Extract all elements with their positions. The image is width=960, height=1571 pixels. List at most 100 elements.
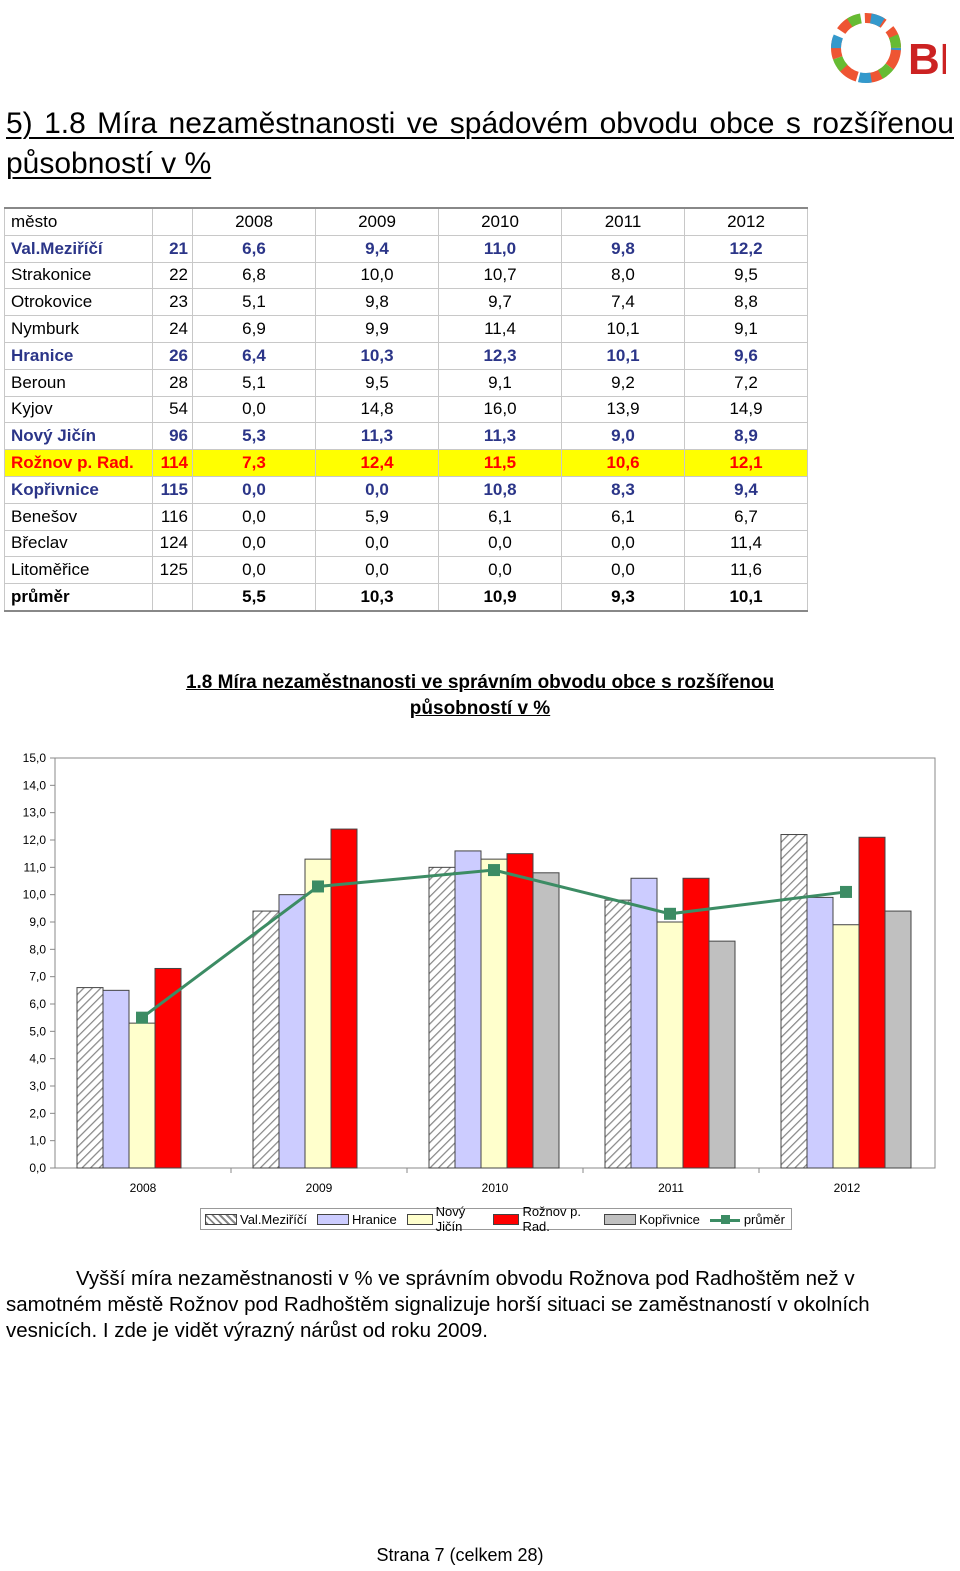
city-cell: Val.Meziříčí <box>4 234 153 263</box>
code-cell: 22 <box>152 261 193 290</box>
value-cell: 0,0 <box>192 502 316 531</box>
city-cell: Benešov <box>4 502 153 531</box>
table-row: Hranice 26 6,4 10,3 12,3 10,1 9,6 <box>4 341 808 370</box>
value-cell: 9,0 <box>561 422 685 451</box>
value-cell: 0,0 <box>315 556 439 585</box>
value-cell: 11,6 <box>684 556 808 585</box>
bar <box>780 834 808 1169</box>
value-cell: 8,9 <box>684 422 808 451</box>
legend-label: Rožnov p. Rad. <box>522 1204 581 1234</box>
x-tick-label: 2010 <box>482 1181 509 1195</box>
value-cell: 9,8 <box>315 288 439 317</box>
legend-item: Kopřivnice <box>604 1212 700 1227</box>
value-cell: 11,4 <box>438 315 562 343</box>
header-cell: 2012 <box>684 206 808 236</box>
value-cell: 10,7 <box>438 261 562 290</box>
header-cell <box>152 206 193 236</box>
value-cell: 11,5 <box>438 449 562 477</box>
y-tick-label: 5,0 <box>29 1024 46 1038</box>
value-cell: 7,2 <box>684 368 808 397</box>
table-row: Litoměřice 125 0,0 0,0 0,0 0,0 11,6 <box>4 556 808 585</box>
city-cell: Rožnov p. Rad. <box>4 449 153 477</box>
y-tick-label: 3,0 <box>29 1079 46 1093</box>
value-cell: 9,5 <box>315 368 439 397</box>
legend-item: průměr <box>709 1211 785 1227</box>
bar <box>532 872 560 1169</box>
value-cell: 0,0 <box>438 556 562 585</box>
y-tick-label: 9,0 <box>29 915 46 929</box>
average-value-cell: 10,9 <box>438 583 562 612</box>
average-point <box>840 885 852 898</box>
code-cell: 115 <box>152 475 193 504</box>
y-tick-label: 2,0 <box>29 1106 46 1120</box>
value-cell: 0,0 <box>192 556 316 585</box>
table-row: Břeclav 124 0,0 0,0 0,0 0,0 11,4 <box>4 529 808 558</box>
x-tick-label: 2011 <box>658 1181 684 1195</box>
bar <box>480 858 508 1169</box>
value-cell: 5,1 <box>192 368 316 397</box>
city-cell: Litoměřice <box>4 556 153 585</box>
table-row: Beroun 28 5,1 9,5 9,1 9,2 7,2 <box>4 368 808 397</box>
bar <box>278 894 306 1169</box>
bar <box>454 850 482 1169</box>
table-row: Val.Meziříčí 21 6,6 9,4 11,0 9,8 12,2 <box>4 234 808 263</box>
average-point <box>664 907 676 920</box>
value-cell: 7,3 <box>192 449 316 477</box>
bar <box>154 967 182 1169</box>
legend-item: Nový Jičín <box>406 1204 484 1234</box>
value-cell: 6,1 <box>561 502 685 531</box>
y-tick-label: 15,0 <box>23 751 47 765</box>
value-cell: 10,1 <box>561 341 685 370</box>
legend-swatch <box>316 1213 349 1225</box>
legend-item: Rožnov p. Rad. <box>493 1204 594 1234</box>
legend-line-swatch <box>709 1214 740 1224</box>
legend-swatch <box>604 1213 637 1225</box>
value-cell: 11,4 <box>684 529 808 558</box>
header-cell: 2010 <box>438 206 562 236</box>
bar <box>708 940 736 1169</box>
y-tick-label: 7,0 <box>29 970 46 984</box>
table-row: Otrokovice 23 5,1 9,8 9,7 7,4 8,8 <box>4 288 808 317</box>
value-cell: 6,1 <box>438 502 562 531</box>
city-cell: Kyjov <box>4 395 153 424</box>
code-cell: 114 <box>152 449 193 477</box>
y-tick-label: 1,0 <box>29 1134 46 1148</box>
value-cell: 10,0 <box>315 261 439 290</box>
y-tick-label: 14,0 <box>23 778 47 792</box>
table-row: Kyjov 54 0,0 14,8 16,0 13,9 14,9 <box>4 395 808 424</box>
legend-label: Kopřivnice <box>639 1211 700 1227</box>
value-cell: 14,9 <box>684 395 808 424</box>
value-cell: 5,1 <box>192 288 316 317</box>
chart-title: 1.8 Míra nezaměstnanosti ve správním obv… <box>185 672 775 719</box>
y-tick-label: 12,0 <box>23 833 47 847</box>
legend-swatch <box>493 1213 520 1225</box>
x-tick-label: 2009 <box>306 1181 333 1195</box>
bar <box>630 877 658 1169</box>
legend-label: Nový Jičín <box>435 1204 466 1234</box>
value-cell: 11,3 <box>315 422 439 451</box>
table-row: Rožnov p. Rad. 114 7,3 12,4 11,5 10,6 12,1 <box>4 449 808 477</box>
legend-label: průměr <box>743 1211 785 1227</box>
value-cell: 9,6 <box>684 341 808 370</box>
value-cell: 13,9 <box>561 395 685 424</box>
bar-chart: 0,0 1,0 2,0 3,0 4,0 5,0 6,0 7,0 8,0 9,0 10,0 11,0 12… <box>23 751 936 1195</box>
value-cell: 5,9 <box>315 502 439 531</box>
city-cell: Kopřivnice <box>4 475 153 504</box>
y-tick-label: 11,0 <box>24 860 47 874</box>
y-tick-label: 0,0 <box>29 1161 46 1175</box>
value-cell: 10,3 <box>315 341 439 370</box>
value-cell: 0,0 <box>315 529 439 558</box>
table-header-row: město 2008 2009 2010 2011 2012 <box>4 206 808 236</box>
obi-logo: BI <box>826 8 952 88</box>
code-cell: 23 <box>152 288 193 317</box>
average-row: průměr 5,5 10,3 10,9 9,3 10,1 <box>4 583 808 612</box>
bar <box>76 987 104 1169</box>
value-cell: 6,8 <box>192 261 316 290</box>
value-cell: 0,0 <box>561 556 685 585</box>
code-cell <box>152 583 193 612</box>
bar <box>682 877 710 1169</box>
code-cell: 54 <box>152 395 193 424</box>
bar <box>604 899 632 1169</box>
chart-legend: Val.Meziříčí Hranice Nový Jičín Rožnov p. R… <box>200 1204 792 1234</box>
unemployment-table: město 2008 2009 2010 2011 2012 Val.Meziříčí 21 6… <box>4 206 808 612</box>
